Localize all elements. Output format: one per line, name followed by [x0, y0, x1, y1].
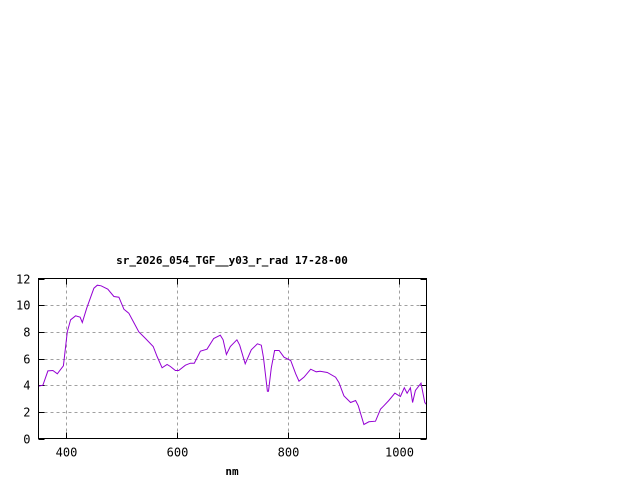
y-tick-label: 2 — [23, 406, 30, 420]
y-tick-label: 10 — [16, 299, 30, 313]
y-tick-label: 12 — [16, 273, 30, 287]
y-tick-label: 6 — [23, 353, 30, 367]
y-tick-label: 8 — [23, 326, 30, 340]
x-tick-label: 400 — [56, 446, 78, 460]
x-axis-label: nm — [225, 465, 239, 478]
x-tick-label: 1000 — [385, 446, 414, 460]
chart-title: sr_2026_054_TGF__y03_r_rad 17-28-00 — [116, 254, 348, 267]
series-line — [38, 284, 427, 426]
axis-ticks: 400 600 800 1000 0 2 4 6 8 10 12 — [16, 273, 427, 460]
grid — [38, 278, 427, 439]
x-tick-label: 800 — [278, 446, 300, 460]
y-tick-label: 0 — [23, 433, 30, 447]
plot-border — [38, 278, 427, 439]
y-tick-label: 4 — [23, 379, 30, 393]
x-tick-label: 600 — [167, 446, 189, 460]
